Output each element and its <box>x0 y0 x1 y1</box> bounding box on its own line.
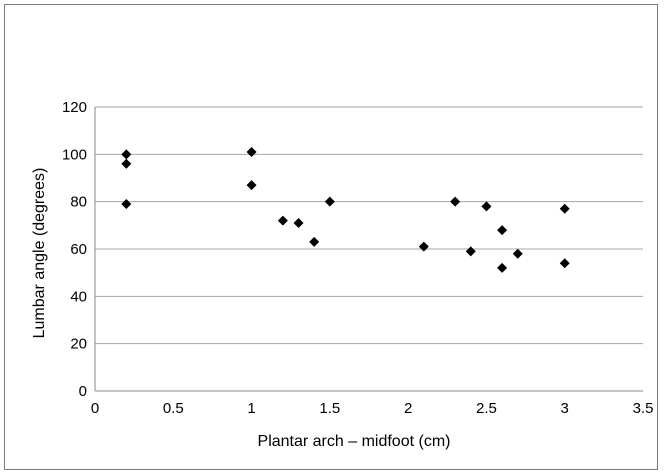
y-tick-label: 0 <box>79 383 87 400</box>
y-tick-label: 100 <box>62 146 87 163</box>
y-tick-label: 40 <box>70 288 87 305</box>
data-point <box>512 248 523 259</box>
data-point <box>465 246 476 257</box>
data-point <box>559 203 570 214</box>
y-tick-label: 20 <box>70 336 87 353</box>
axes <box>94 107 643 392</box>
data-point <box>246 180 257 191</box>
data-point <box>481 201 492 212</box>
data-point <box>121 199 132 210</box>
data-point <box>497 262 508 273</box>
data-point <box>324 196 335 207</box>
data-point <box>497 225 508 236</box>
x-tick-label: 0.5 <box>163 400 184 417</box>
x-tick-label: 1 <box>247 400 255 417</box>
x-tick-label: 2 <box>404 400 412 417</box>
gridlines <box>95 106 643 345</box>
data-points <box>121 146 570 273</box>
data-point <box>121 149 132 160</box>
data-point <box>277 215 288 226</box>
x-tick-label: 1.5 <box>319 400 340 417</box>
data-point <box>293 217 304 228</box>
data-point <box>121 158 132 169</box>
x-tick-label: 3.5 <box>633 400 654 417</box>
y-axis-title: Lumbar angle (degrees) <box>31 168 48 339</box>
tick-labels: 0 20 40 60 80 100 120 0 0.5 1 1.5 2 2.5 3 3.5 <box>62 99 653 417</box>
y-tick-label: 60 <box>70 241 87 258</box>
y-tick-label: 120 <box>62 99 87 116</box>
x-tick-label: 2.5 <box>476 400 497 417</box>
chart-frame <box>4 4 658 470</box>
y-tick-label: 80 <box>70 194 87 211</box>
x-tick-label: 3 <box>561 400 569 417</box>
data-point <box>309 236 320 247</box>
data-point <box>450 196 461 207</box>
data-point <box>418 241 429 252</box>
data-point <box>246 146 257 157</box>
x-tick-label: 0 <box>91 400 99 417</box>
x-axis-title: Plantar arch – midfoot (cm) <box>258 433 451 450</box>
data-point <box>559 258 570 269</box>
